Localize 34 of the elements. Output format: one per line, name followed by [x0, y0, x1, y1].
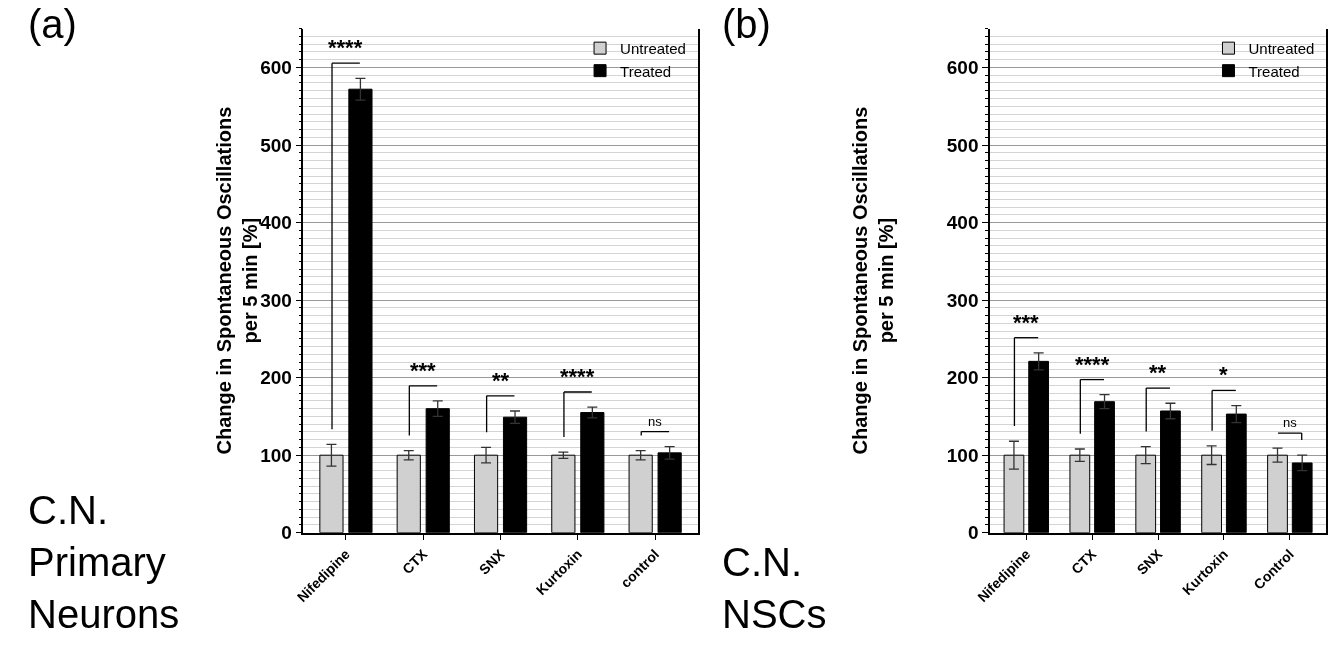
annotation: ns	[1283, 415, 1298, 430]
y-tick-label: 600	[260, 57, 292, 79]
legend-label: Untreated	[1248, 40, 1315, 57]
annotation: **	[492, 368, 510, 393]
y-axis-title: Change in Spontaneous Oscillations per 5 min [%]	[213, 106, 262, 455]
annotation: ***	[410, 358, 437, 383]
chart-title: (b)	[722, 2, 771, 46]
y-tick-label: 300	[946, 289, 979, 311]
annotation: ****	[328, 35, 363, 60]
y-tick-label: 100	[260, 444, 292, 466]
legend-label: Treated	[1248, 62, 1300, 80]
annotation: ***	[1013, 310, 1040, 335]
text: C.N. NSCs	[722, 540, 827, 636]
y-tick-label: 400	[946, 212, 979, 234]
y-tick-label: 500	[260, 134, 292, 156]
annotation: *	[1219, 362, 1228, 387]
y-tick-label: 0	[281, 522, 292, 544]
annotation: **	[1149, 360, 1167, 385]
legend-label: Treated	[620, 62, 672, 80]
y-tick-label: 600	[946, 57, 979, 79]
y-tick-label: 500	[946, 134, 979, 156]
legend-label: Untreated	[620, 40, 686, 57]
annotation: ****	[560, 364, 595, 389]
y-tick-label: 200	[260, 367, 292, 389]
annotation: ns	[648, 414, 663, 429]
y-tick-label: 300	[260, 289, 292, 311]
chart-title: (a)	[28, 2, 77, 46]
y-tick-label: 0	[967, 522, 979, 544]
y-axis-title: Change in Spontaneous Oscillations per 5 min [%]	[849, 106, 898, 455]
y-tick-label: 100	[946, 444, 979, 466]
text: C.N. Primary Neurons	[28, 488, 180, 636]
annotation: ****	[1075, 352, 1110, 377]
y-tick-label: 200	[946, 367, 979, 389]
y-tick-label: 400	[260, 212, 292, 234]
